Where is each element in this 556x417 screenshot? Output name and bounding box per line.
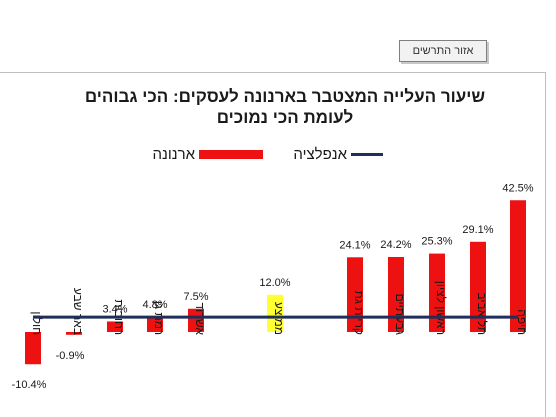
category-label-9: באר שבע xyxy=(71,288,85,335)
bar-6 xyxy=(188,308,204,332)
legend-item-inflation: אנפלציה xyxy=(293,145,383,163)
bar-10 xyxy=(25,332,41,365)
bar-4 xyxy=(347,257,363,332)
category-label-6: אשדוד xyxy=(193,303,207,336)
legend-label-inflation: אנפלציה xyxy=(293,145,347,163)
chart-title: שיעור העלייה המצטבר בארנונה לעסקים: הכי … xyxy=(60,86,510,128)
bar-7 xyxy=(147,317,163,332)
legend-swatch-inflation xyxy=(351,152,383,156)
category-label-2: ראשון לציון xyxy=(434,281,448,335)
value-label-1: 29.1% xyxy=(462,224,493,236)
chart-area-button[interactable]: אזור התרשים xyxy=(399,40,487,62)
category-label-3: גבעתיים xyxy=(393,294,407,335)
bar-2 xyxy=(429,253,445,332)
value-label-8: 3.4% xyxy=(102,303,127,315)
value-label-6: 7.5% xyxy=(183,291,208,303)
value-label-2: 25.3% xyxy=(421,236,452,248)
bar-8 xyxy=(107,321,123,332)
bar-1 xyxy=(470,241,486,332)
value-label-3: 24.2% xyxy=(380,239,411,251)
value-label-0: 42.5% xyxy=(502,182,533,194)
legend-label-arnona: ארנונה xyxy=(152,145,195,163)
legend-swatch-arnona xyxy=(199,149,263,159)
bar-5 xyxy=(267,294,283,332)
chart-area xyxy=(0,72,546,417)
bar-0 xyxy=(510,200,526,332)
category-label-10: חולון xyxy=(30,311,44,335)
category-label-0: חיפה xyxy=(515,309,529,335)
value-label-9: -0.9% xyxy=(56,350,85,362)
chart-title-line-1: שיעור העלייה המצטבר בארנונה לעסקים: הכי … xyxy=(84,87,486,106)
value-label-10: -10.4% xyxy=(12,379,47,391)
category-label-4: קריית גת xyxy=(352,291,366,335)
legend-item-arnona: ארנונה xyxy=(152,145,263,163)
category-label-1: תל אביב xyxy=(475,292,489,335)
bar-9 xyxy=(66,332,82,335)
chart-title-line-2: לעומת הכי נמוכים xyxy=(216,108,354,127)
bar-3 xyxy=(388,256,404,332)
value-label-5: 12.0% xyxy=(259,277,290,289)
value-label-4: 24.1% xyxy=(339,239,370,251)
value-label-7: 4.8% xyxy=(142,299,167,311)
chart-legend: אנפלציה ארנונה xyxy=(152,145,388,163)
